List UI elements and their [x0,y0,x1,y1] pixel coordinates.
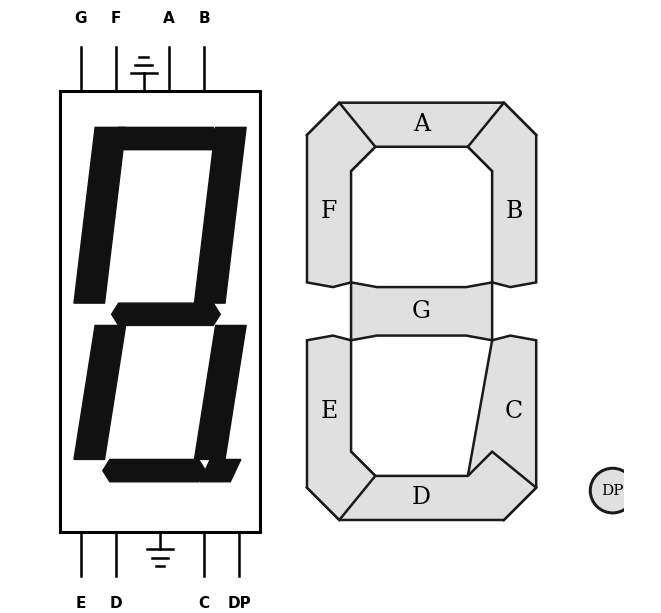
Polygon shape [468,335,536,520]
Polygon shape [102,459,206,482]
Text: B: B [506,200,523,223]
Text: F: F [111,11,121,26]
Polygon shape [200,459,241,482]
Bar [60,91,260,531]
Circle shape [590,468,635,513]
Text: C: C [505,400,524,423]
Text: A: A [413,113,430,136]
Text: E: E [321,400,338,423]
Text: DP: DP [602,484,624,498]
Polygon shape [112,303,220,326]
Text: C: C [198,596,210,611]
Polygon shape [351,283,492,340]
Text: F: F [321,200,337,223]
Polygon shape [468,103,536,287]
Polygon shape [194,128,246,303]
Polygon shape [307,452,536,520]
Polygon shape [194,326,246,459]
Text: G: G [412,300,431,323]
Text: G: G [75,11,87,26]
Polygon shape [307,103,536,171]
Text: D: D [110,596,122,611]
Polygon shape [74,128,126,303]
Polygon shape [112,128,220,150]
Text: E: E [75,596,86,611]
Text: D: D [412,487,431,509]
Polygon shape [307,335,375,520]
Text: A: A [163,11,175,26]
Text: DP: DP [227,596,251,611]
Polygon shape [74,326,126,459]
Text: B: B [198,11,210,26]
Polygon shape [307,103,375,287]
